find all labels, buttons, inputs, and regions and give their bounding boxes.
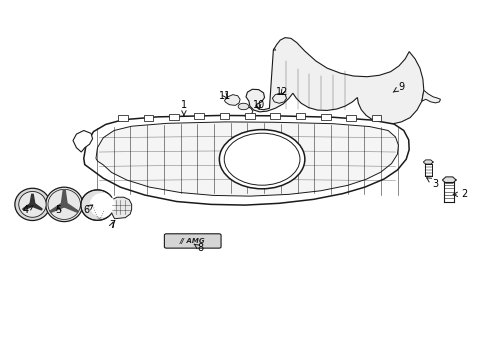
Bar [321, 114, 331, 120]
Bar [119, 115, 128, 121]
Polygon shape [272, 93, 287, 103]
Polygon shape [30, 194, 35, 204]
Text: // AMG: // AMG [180, 238, 205, 244]
Text: 11: 11 [220, 91, 232, 101]
Bar [371, 115, 381, 121]
Polygon shape [422, 90, 441, 103]
Text: 6: 6 [83, 205, 93, 216]
Bar [220, 113, 229, 119]
Bar [295, 113, 305, 119]
Bar [195, 113, 204, 119]
Polygon shape [50, 203, 66, 212]
Polygon shape [111, 197, 132, 219]
Ellipse shape [46, 187, 83, 222]
Text: 12: 12 [276, 87, 289, 97]
Ellipse shape [220, 130, 305, 189]
Polygon shape [61, 190, 67, 204]
Polygon shape [246, 38, 424, 124]
Ellipse shape [81, 190, 114, 220]
Ellipse shape [19, 192, 46, 217]
Bar [169, 114, 179, 120]
Bar [270, 113, 280, 119]
Ellipse shape [90, 193, 115, 217]
Text: 10: 10 [252, 100, 265, 110]
Text: 7: 7 [109, 220, 115, 230]
Text: 8: 8 [194, 243, 203, 253]
Bar [245, 113, 255, 119]
Polygon shape [31, 203, 42, 210]
Text: 1: 1 [181, 100, 187, 116]
Polygon shape [23, 203, 34, 210]
Text: 2: 2 [453, 189, 468, 199]
Ellipse shape [15, 188, 50, 221]
Bar [346, 114, 356, 121]
Ellipse shape [238, 103, 249, 110]
Polygon shape [423, 160, 433, 164]
Bar [144, 114, 153, 121]
FancyBboxPatch shape [164, 234, 221, 248]
Polygon shape [63, 203, 78, 212]
Text: 9: 9 [393, 82, 404, 92]
Polygon shape [84, 116, 409, 205]
Polygon shape [442, 177, 456, 183]
Text: 5: 5 [55, 206, 61, 216]
Polygon shape [96, 122, 398, 196]
Polygon shape [224, 95, 240, 105]
Polygon shape [73, 131, 93, 152]
Text: 4: 4 [23, 206, 33, 216]
Text: 3: 3 [427, 178, 439, 189]
